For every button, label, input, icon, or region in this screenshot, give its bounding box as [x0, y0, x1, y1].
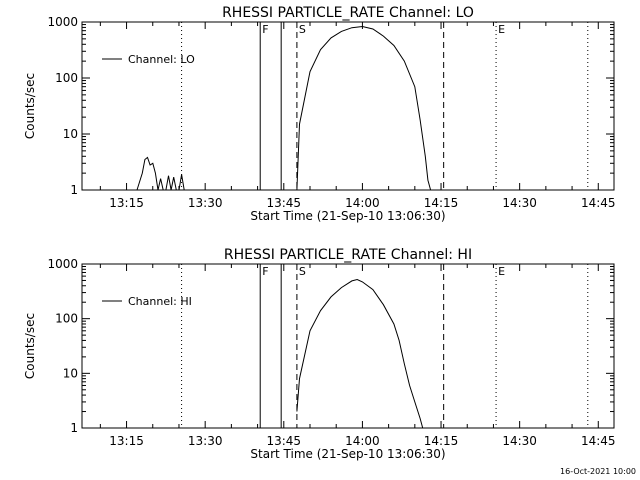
y-tick-label: 1 — [70, 183, 78, 197]
x-tick-label: 13:30 — [188, 196, 223, 210]
legend-label: Channel: HI — [128, 295, 192, 308]
chart-title: RHESSI PARTICLE_RATE Channel: LO — [222, 5, 474, 21]
y-tick-label: 1000 — [47, 15, 78, 29]
x-tick-label: 13:45 — [266, 434, 301, 448]
plot-frame — [81, 21, 615, 191]
x-tick-label: 14:15 — [424, 196, 459, 210]
flag-label: F — [262, 265, 268, 278]
x-tick-label: 13:45 — [266, 196, 301, 210]
series-line — [296, 25, 432, 191]
x-axis-label: Start Time (21-Sep-10 13:06:30) — [250, 447, 445, 461]
x-tick-label: 14:45 — [581, 196, 616, 210]
y-tick-label: 10 — [63, 366, 78, 380]
x-tick-label: 14:30 — [502, 434, 537, 448]
x-tick-label: 14:15 — [424, 434, 459, 448]
x-tick-label: 14:00 — [345, 196, 380, 210]
chart-title: RHESSI PARTICLE_RATE Channel: HI — [224, 247, 472, 263]
x-tick-label: 13:15 — [109, 434, 144, 448]
flag-label: E — [498, 23, 505, 36]
x-tick-label: 14:45 — [581, 434, 616, 448]
footer-timestamp: 16-Oct-2021 10:00 — [560, 467, 636, 476]
plot-frame — [81, 263, 615, 429]
y-axis-label: Counts/sec — [23, 313, 37, 379]
y-axis-label: Counts/sec — [23, 73, 37, 139]
flag-label: S — [299, 265, 306, 278]
series-line — [165, 175, 177, 191]
x-tick-label: 13:30 — [188, 434, 223, 448]
flag-label: E — [498, 265, 505, 278]
flag-label: S — [299, 23, 306, 36]
x-tick-label: 13:15 — [109, 196, 144, 210]
x-axis-label: Start Time (21-Sep-10 13:06:30) — [250, 209, 445, 223]
flag-label: F — [262, 23, 268, 36]
y-tick-label: 100 — [55, 312, 78, 326]
series-line — [178, 174, 185, 191]
y-tick-label: 10 — [63, 127, 78, 141]
y-tick-label: 1000 — [47, 257, 78, 271]
x-tick-label: 14:00 — [345, 434, 380, 448]
series-line — [296, 278, 424, 429]
legend-label: Channel: LO — [128, 53, 195, 66]
x-tick-label: 14:30 — [502, 196, 537, 210]
y-tick-label: 100 — [55, 71, 78, 85]
panel-hi: RHESSI PARTICLE_RATE Channel: HI 13:15 13:… — [23, 247, 616, 461]
panel-lo: RHESSI PARTICLE_RATE Channel: LO 13:15 13:… — [23, 5, 616, 223]
series-line — [136, 156, 164, 191]
y-tick-label: 1 — [70, 421, 78, 435]
